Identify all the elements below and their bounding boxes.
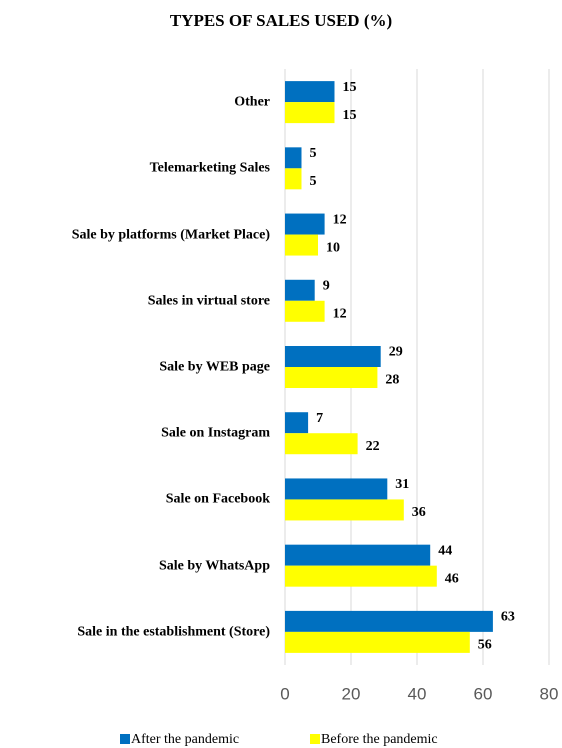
bar <box>285 412 309 434</box>
y-tick-label: Other <box>234 94 270 110</box>
value-label: 46 <box>445 571 459 586</box>
value-label: 15 <box>343 80 357 95</box>
bar <box>285 168 302 190</box>
x-tick-label: 80 <box>540 684 559 703</box>
value-label: 15 <box>343 108 357 123</box>
y-tick-label: Sale by WhatsApp <box>158 558 270 574</box>
y-tick-label: Sale by WEB page <box>159 359 270 375</box>
bar <box>285 499 404 521</box>
value-label: 63 <box>501 610 515 625</box>
legend-label: After the pandemic <box>131 732 239 747</box>
bar <box>285 81 335 103</box>
legend-swatch <box>310 734 320 744</box>
bar <box>285 213 325 235</box>
bar <box>285 631 470 653</box>
bar <box>285 610 493 632</box>
value-label: 10 <box>326 240 340 255</box>
value-label: 29 <box>389 345 403 360</box>
x-tick-label: 40 <box>408 684 427 703</box>
bar <box>285 300 325 322</box>
y-tick-label: Sale in the establishment (Store) <box>77 624 270 640</box>
bar <box>285 147 302 169</box>
chart-title: TYPES OF SALES USED (%) <box>170 11 392 30</box>
y-tick-label: Sale on Facebook <box>165 491 270 507</box>
y-tick-label: Sale by platforms (Market Place) <box>71 227 270 243</box>
value-label: 12 <box>333 306 347 321</box>
bar <box>285 102 335 124</box>
value-label: 5 <box>310 146 317 161</box>
value-label: 28 <box>385 373 399 388</box>
x-tick-label: 20 <box>342 684 361 703</box>
value-label: 5 <box>310 174 317 189</box>
value-label: 44 <box>438 543 452 558</box>
legend-label: Before the pandemic <box>321 732 438 747</box>
x-tick-label: 60 <box>474 684 493 703</box>
y-tick-label: Sales in virtual store <box>147 293 270 309</box>
bar <box>285 367 378 388</box>
value-label: 7 <box>316 411 323 426</box>
bar <box>285 346 381 367</box>
y-tick-label: Telemarketing Sales <box>149 160 270 176</box>
y-tick-label: Sale on Instagram <box>161 425 270 441</box>
bar <box>285 234 318 256</box>
value-label: 22 <box>366 439 380 454</box>
bar <box>285 544 431 566</box>
bar <box>285 433 358 455</box>
bar <box>285 478 388 500</box>
value-label: 56 <box>478 638 492 653</box>
value-label: 31 <box>395 477 409 492</box>
value-label: 9 <box>323 278 330 293</box>
x-tick-label: 0 <box>280 684 289 703</box>
value-label: 12 <box>333 212 347 227</box>
legend-swatch <box>120 734 130 744</box>
bar <box>285 279 315 301</box>
value-label: 36 <box>412 505 426 520</box>
bar <box>285 565 437 587</box>
